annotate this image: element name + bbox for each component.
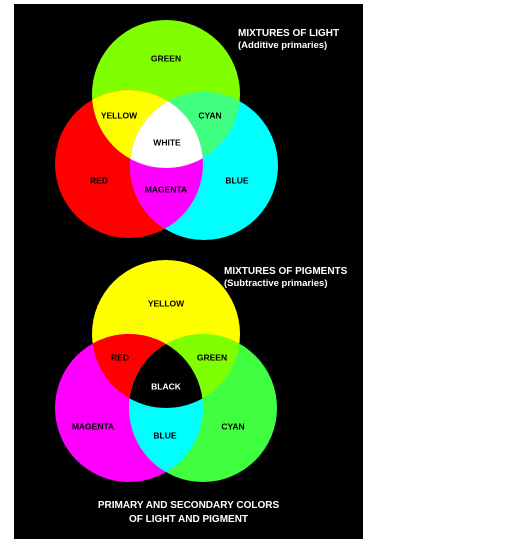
pigment-label-yellow: YELLOW: [148, 298, 185, 308]
pigment-title: MIXTURES OF PIGMENTS: [224, 266, 348, 277]
pigment-venn: YELLOW RED GREEN BLACK MAGENTA BLUE CYAN: [55, 260, 277, 482]
pigment-black-center: [129, 334, 203, 408]
figure-caption: PRIMARY AND SECONDARY COLORS OF LIGHT AN…: [14, 499, 363, 527]
light-label-white: WHITE: [153, 137, 181, 147]
pigment-subtitle: (Subtractive primaries): [224, 278, 328, 289]
caption-line-1: PRIMARY AND SECONDARY COLORS: [97, 500, 280, 511]
color-mixing-panel: GREEN YELLOW CYAN WHITE RED MAGENTA BLUE: [14, 4, 363, 539]
pigment-label-black: BLACK: [151, 381, 182, 391]
light-title: MIXTURES OF LIGHT: [238, 28, 340, 39]
pigment-label-magenta: MAGENTA: [72, 421, 114, 431]
pigment-label-blue: BLUE: [153, 430, 176, 440]
light-white-center: [130, 92, 203, 168]
caption-line-2: OF LIGHT AND PIGMENT: [128, 514, 249, 525]
light-venn: GREEN YELLOW CYAN WHITE RED MAGENTA BLUE: [55, 20, 278, 240]
light-label-cyan: CYAN: [198, 110, 221, 120]
light-subtitle: (Additive primaries): [238, 40, 328, 51]
light-label-magenta: MAGENTA: [145, 184, 187, 194]
venn-diagrams: GREEN YELLOW CYAN WHITE RED MAGENTA BLUE: [55, 20, 278, 482]
light-label-green: GREEN: [151, 53, 181, 63]
light-label-yellow: YELLOW: [101, 110, 138, 120]
light-heading: MIXTURES OF LIGHT (Additive primaries): [238, 28, 339, 52]
pigment-label-green: GREEN: [197, 352, 227, 362]
pigment-heading: MIXTURES OF PIGMENTS (Subtractive primar…: [224, 266, 347, 290]
pigment-label-cyan: CYAN: [221, 421, 244, 431]
pigment-label-red: RED: [111, 352, 129, 362]
light-label-blue: BLUE: [225, 175, 248, 185]
light-label-red: RED: [90, 175, 108, 185]
